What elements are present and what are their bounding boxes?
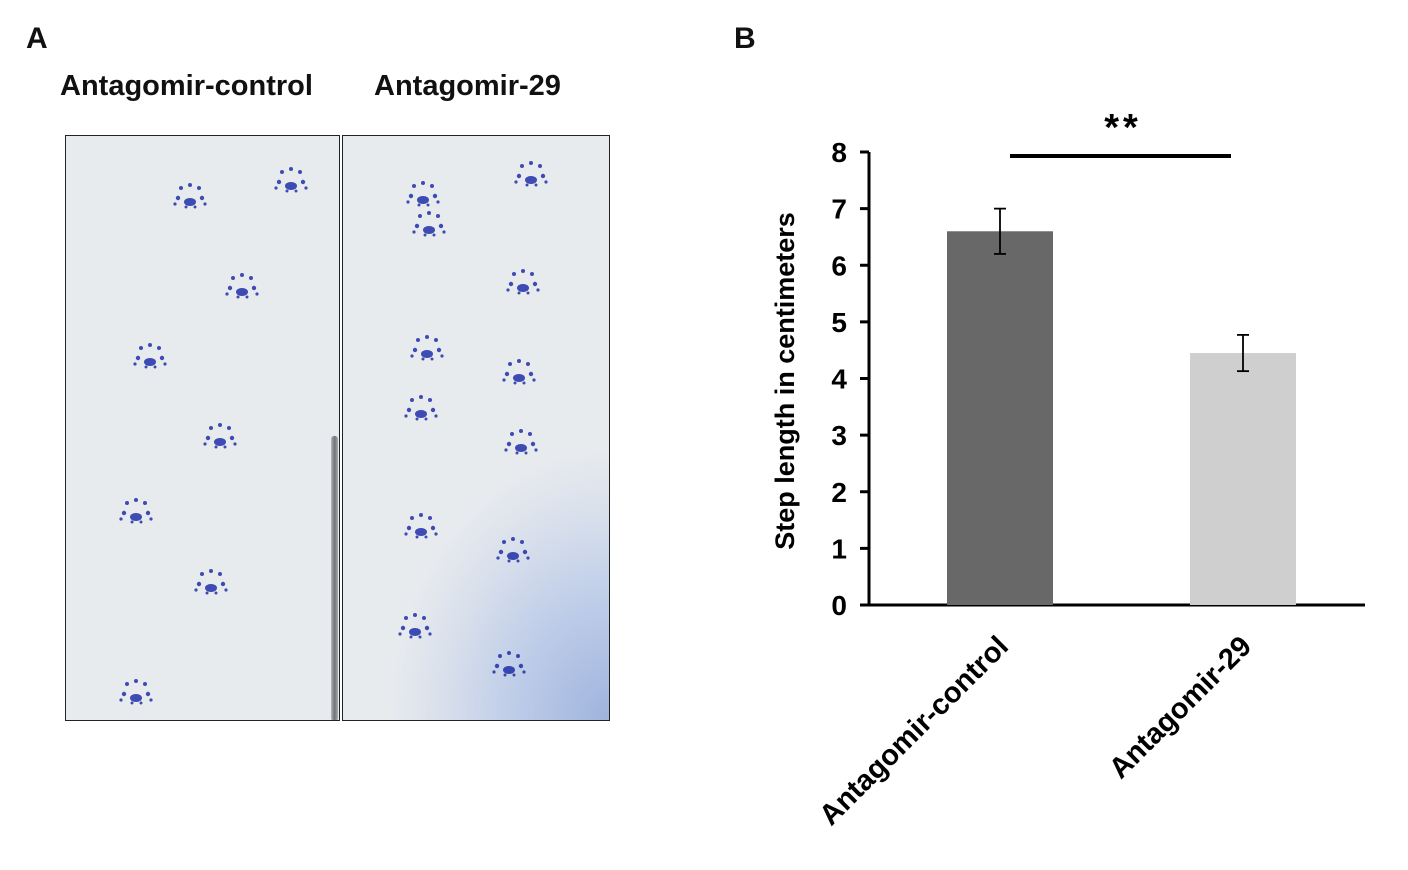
footprint-strip-control bbox=[65, 135, 340, 721]
y-tick-label: 7 bbox=[831, 194, 847, 225]
paw-print-icon bbox=[502, 359, 536, 385]
y-axis-label: Step length in centimeters bbox=[770, 212, 800, 550]
paw-print-icon bbox=[492, 651, 526, 677]
bar-2 bbox=[1190, 353, 1296, 605]
control-title: Antagomir-control bbox=[60, 70, 313, 102]
significance-stars: ** bbox=[1104, 107, 1142, 149]
paw-print-icon bbox=[119, 498, 153, 524]
footprint-strip-treated bbox=[342, 135, 610, 721]
y-tick-label: 2 bbox=[831, 477, 847, 508]
paw-print-icon bbox=[504, 429, 538, 455]
paw-print-icon bbox=[203, 423, 237, 449]
y-tick-label: 1 bbox=[831, 533, 847, 564]
paw-print-icon bbox=[506, 269, 540, 295]
paw-print-icon bbox=[412, 211, 446, 237]
paper-crease bbox=[331, 436, 338, 720]
paw-print-icon bbox=[514, 161, 548, 187]
bar-1 bbox=[947, 231, 1053, 605]
paw-print-icon bbox=[119, 679, 153, 705]
paw-print-icon bbox=[410, 335, 444, 361]
paw-print-icon bbox=[404, 395, 438, 421]
y-tick-label: 4 bbox=[831, 364, 847, 395]
y-tick-label: 6 bbox=[831, 250, 847, 281]
paw-print-icon bbox=[225, 273, 259, 299]
paw-print-icon bbox=[133, 343, 167, 369]
x-tick-label: Antagomir-29 bbox=[1103, 630, 1258, 785]
treated-title: Antagomir-29 bbox=[374, 70, 561, 102]
panel-b-letter: B bbox=[734, 22, 756, 55]
y-tick-label: 5 bbox=[831, 307, 847, 338]
paw-print-icon bbox=[496, 537, 530, 563]
x-tick-label: Antagomir-control bbox=[813, 630, 1014, 831]
panel-a-letter: A bbox=[26, 22, 48, 55]
y-tick-label: 8 bbox=[831, 137, 847, 168]
paw-print-icon bbox=[404, 513, 438, 539]
paw-print-icon bbox=[398, 613, 432, 639]
paw-print-icon bbox=[406, 181, 440, 207]
paw-print-icon bbox=[194, 569, 228, 595]
y-tick-label: 3 bbox=[831, 420, 847, 451]
paw-print-icon bbox=[173, 183, 207, 209]
y-tick-label: 0 bbox=[831, 590, 847, 621]
paw-print-icon bbox=[274, 167, 308, 193]
